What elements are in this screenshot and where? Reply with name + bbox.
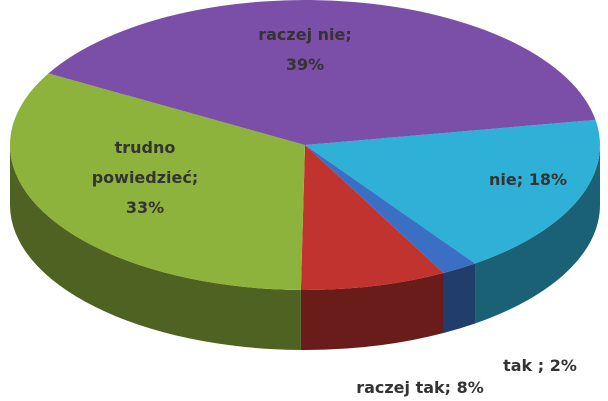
slice bbox=[10, 73, 305, 290]
slice-side bbox=[443, 263, 476, 334]
slice bbox=[48, 0, 596, 145]
slice-side bbox=[10, 145, 301, 350]
slice bbox=[305, 119, 601, 264]
value-label: 2% bbox=[549, 356, 577, 375]
value-label: 33% bbox=[125, 198, 165, 217]
data-label: raczej tak; 8% bbox=[310, 373, 530, 401]
value-label: 8% bbox=[456, 378, 484, 397]
value-label: 39% bbox=[285, 55, 325, 74]
slice-side bbox=[475, 145, 600, 324]
category-label: raczej tak; bbox=[356, 378, 452, 397]
data-label: trudno powiedzieć; 33% bbox=[70, 133, 220, 223]
category-label: raczej nie; bbox=[258, 25, 352, 44]
category-label: tak ; bbox=[503, 356, 545, 375]
data-label: raczej nie; 39% bbox=[245, 20, 365, 80]
category-label: nie; bbox=[489, 170, 524, 189]
category-label: trudno powiedzieć; bbox=[91, 138, 199, 187]
data-label: tak ; 2% bbox=[440, 351, 608, 381]
slice bbox=[305, 145, 476, 274]
slice-side bbox=[300, 273, 444, 350]
value-label: 18% bbox=[528, 170, 567, 189]
slice bbox=[300, 145, 444, 291]
data-label: nie; 18% bbox=[428, 165, 608, 195]
